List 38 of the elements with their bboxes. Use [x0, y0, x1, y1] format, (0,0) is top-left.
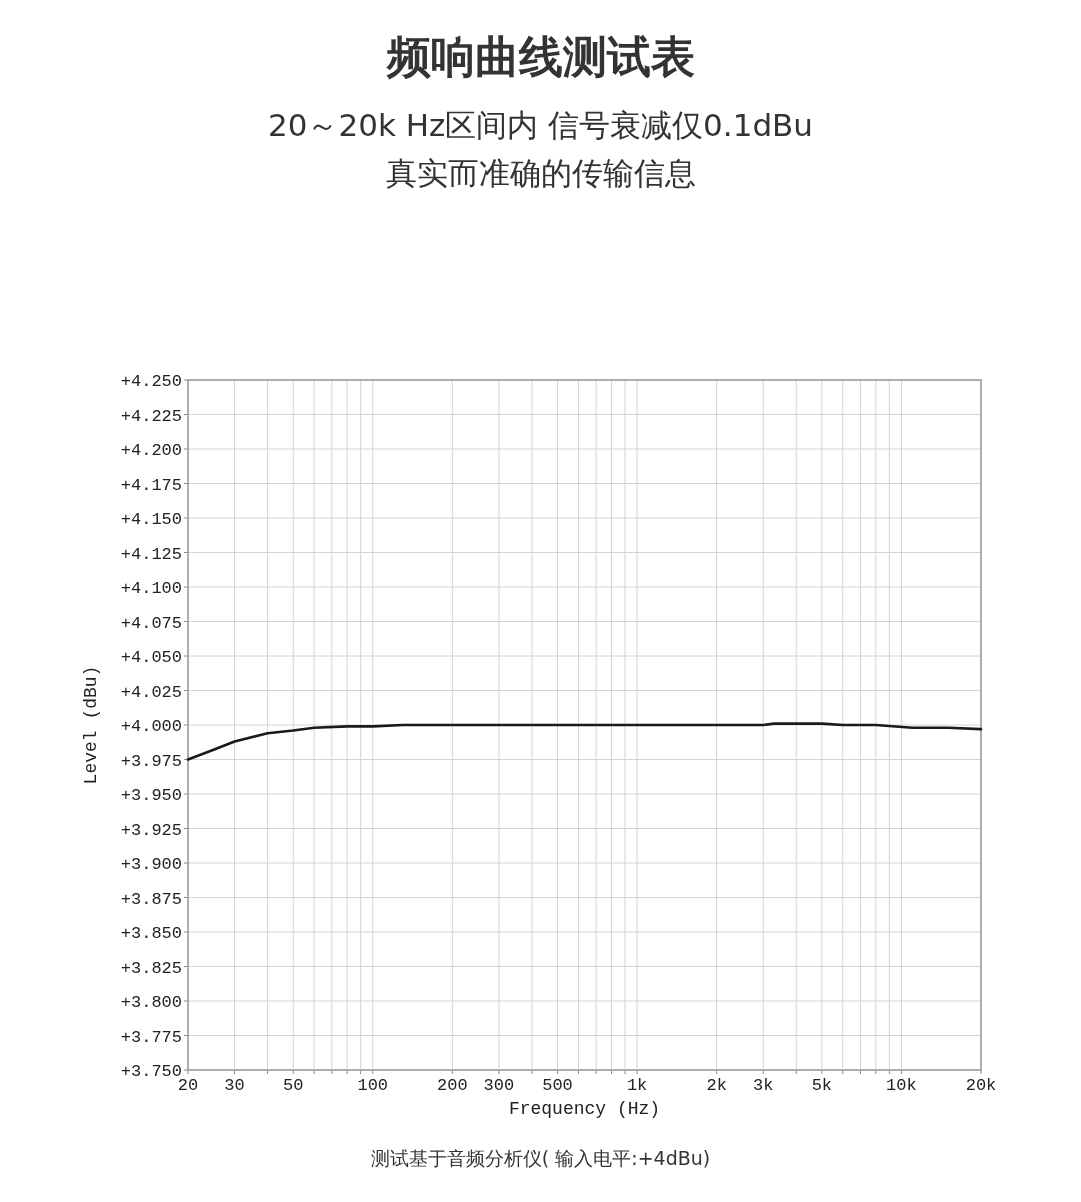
x-tick-label: 5k [811, 1076, 833, 1095]
y-tick-label: +4.000 [120, 717, 182, 736]
x-tick-label: 50 [282, 1076, 304, 1095]
y-tick-label: +4.200 [120, 441, 182, 460]
y-tick-label: +4.050 [120, 648, 182, 667]
y-tick-label: +4.100 [120, 579, 182, 598]
x-tick-label: 10k [886, 1076, 917, 1095]
y-tick-label: +3.850 [120, 924, 182, 943]
y-tick-label: +4.175 [120, 475, 182, 495]
y-tick-label: +3.975 [120, 751, 182, 771]
y-tick-label: +4.150 [120, 510, 182, 529]
x-tick-label: 100 [357, 1076, 389, 1095]
x-tick-label: 300 [483, 1076, 515, 1095]
y-tick-label: +3.775 [120, 1027, 182, 1047]
x-tick-label: 3k [753, 1076, 774, 1095]
x-tick-label: 500 [542, 1076, 573, 1095]
y-tick-label: +3.825 [120, 958, 182, 978]
y-tick-label: +3.900 [120, 855, 182, 874]
y-tick-label: +4.250 [120, 372, 182, 391]
x-tick-label: 2k [706, 1076, 727, 1095]
y-tick-label: +4.025 [120, 682, 182, 702]
y-tick-label: +3.925 [120, 820, 182, 840]
y-tick-label: +3.800 [120, 993, 182, 1012]
x-tick-label: 30 [224, 1076, 245, 1095]
y-tick-label: +3.875 [120, 889, 182, 909]
y-tick-label: +4.225 [120, 406, 182, 426]
y-tick-label: +4.125 [120, 544, 182, 564]
x-tick-label: 200 [437, 1076, 468, 1095]
chart-subtitle: 20～20k Hz区间内 信号衰减仅0.1dBu 真实而准确的传输信息 [267, 107, 814, 191]
x-tick-label: 20 [177, 1076, 199, 1095]
x-axis-title: Frequency (Hz) [508, 1099, 661, 1119]
chart-title: 频响曲线测试表 [385, 31, 695, 82]
x-tick-label: 20k [965, 1076, 997, 1095]
text: 测试基于音频分析仪( 输入电平:+4dBu) [370, 1147, 711, 1169]
y-tick-label: +3.950 [120, 786, 182, 805]
y-tick-label: +4.075 [120, 613, 182, 633]
x-tick-label: 1k [626, 1076, 648, 1095]
y-axis-title: Level (dBu) [81, 665, 101, 785]
